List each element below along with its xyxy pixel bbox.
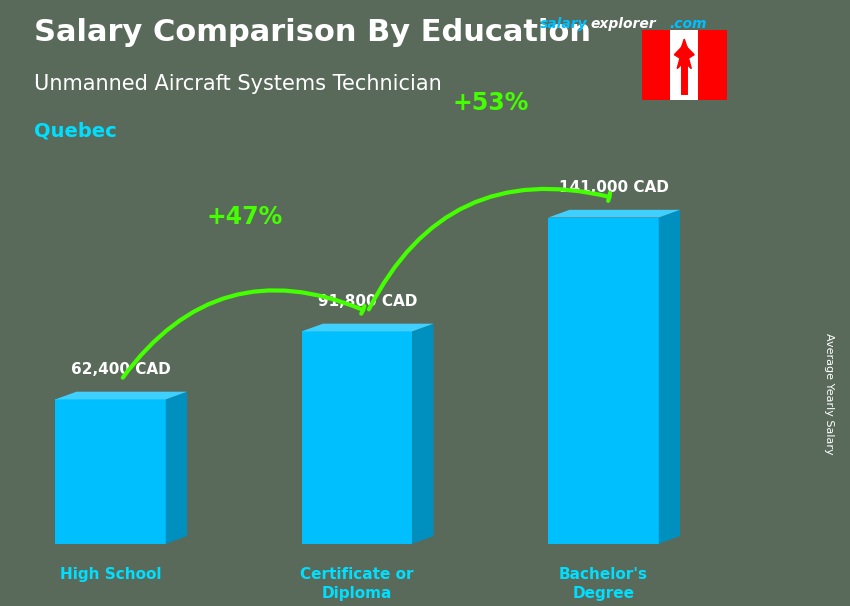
Polygon shape	[548, 210, 680, 218]
Polygon shape	[166, 391, 187, 544]
Text: +47%: +47%	[207, 205, 282, 229]
Text: Average Yearly Salary: Average Yearly Salary	[824, 333, 834, 454]
Polygon shape	[302, 331, 412, 544]
Polygon shape	[302, 324, 434, 331]
Text: Quebec: Quebec	[34, 121, 116, 140]
Polygon shape	[55, 399, 166, 544]
Text: Unmanned Aircraft Systems Technician: Unmanned Aircraft Systems Technician	[34, 74, 442, 94]
Text: explorer: explorer	[591, 16, 656, 30]
Polygon shape	[659, 210, 680, 544]
Text: Salary Comparison By Education: Salary Comparison By Education	[34, 18, 591, 47]
Polygon shape	[548, 218, 659, 544]
Text: Bachelor's
Degree: Bachelor's Degree	[559, 567, 648, 601]
Text: High School: High School	[60, 567, 162, 582]
Text: 141,000 CAD: 141,000 CAD	[559, 180, 669, 195]
Bar	[699, 30, 727, 100]
Text: 91,800 CAD: 91,800 CAD	[318, 294, 417, 309]
Polygon shape	[412, 324, 434, 544]
Text: salary: salary	[540, 16, 587, 30]
Text: 62,400 CAD: 62,400 CAD	[71, 362, 171, 377]
Polygon shape	[674, 39, 694, 68]
Polygon shape	[55, 391, 187, 399]
Bar	[670, 30, 699, 100]
Bar	[642, 30, 670, 100]
Text: Certificate or
Diploma: Certificate or Diploma	[300, 567, 414, 601]
Text: +53%: +53%	[453, 92, 529, 115]
Text: .com: .com	[669, 16, 706, 30]
